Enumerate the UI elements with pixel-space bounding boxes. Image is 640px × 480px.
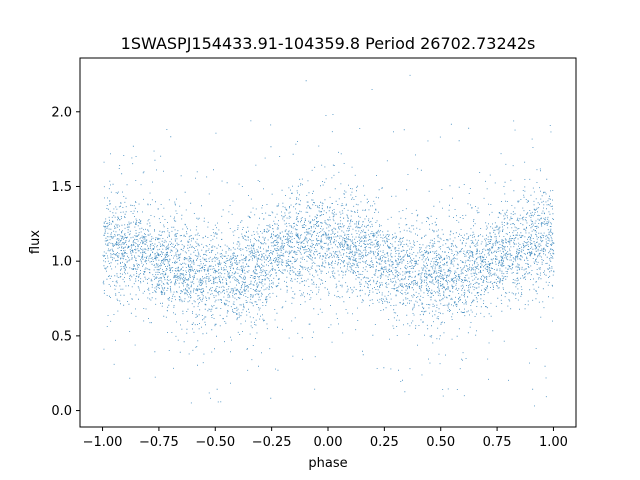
x-tick-label: 0.25 — [370, 435, 399, 450]
y-tick-label: 2.0 — [51, 105, 72, 120]
y-axis-ticks: 0.0 0.5 1.0 1.5 2.0 — [51, 105, 80, 419]
y-axis-label: flux — [28, 230, 43, 254]
x-axis-label: phase — [308, 456, 347, 471]
x-tick-label: −0.50 — [195, 435, 235, 450]
x-tick-label: 1.00 — [539, 435, 568, 450]
x-axis-ticks: −1.00 −0.75 −0.50 −0.25 0.00 0.25 0.50 0.75 1.00 — [83, 427, 568, 450]
y-tick-label: 1.5 — [51, 180, 72, 195]
y-tick-label: 1.0 — [51, 255, 72, 270]
x-tick-label: −0.75 — [139, 435, 179, 450]
x-tick-label: −0.25 — [252, 435, 292, 450]
y-tick-label: 0.5 — [51, 329, 72, 344]
x-tick-label: 0.50 — [426, 435, 455, 450]
chart-title: 1SWASPJ154433.91-104359.8 Period 26702.7… — [121, 34, 536, 53]
x-tick-label: 0.00 — [314, 435, 343, 450]
y-tick-label: 0.0 — [51, 404, 72, 419]
x-tick-label: 0.75 — [483, 435, 512, 450]
x-tick-label: −1.00 — [83, 435, 123, 450]
